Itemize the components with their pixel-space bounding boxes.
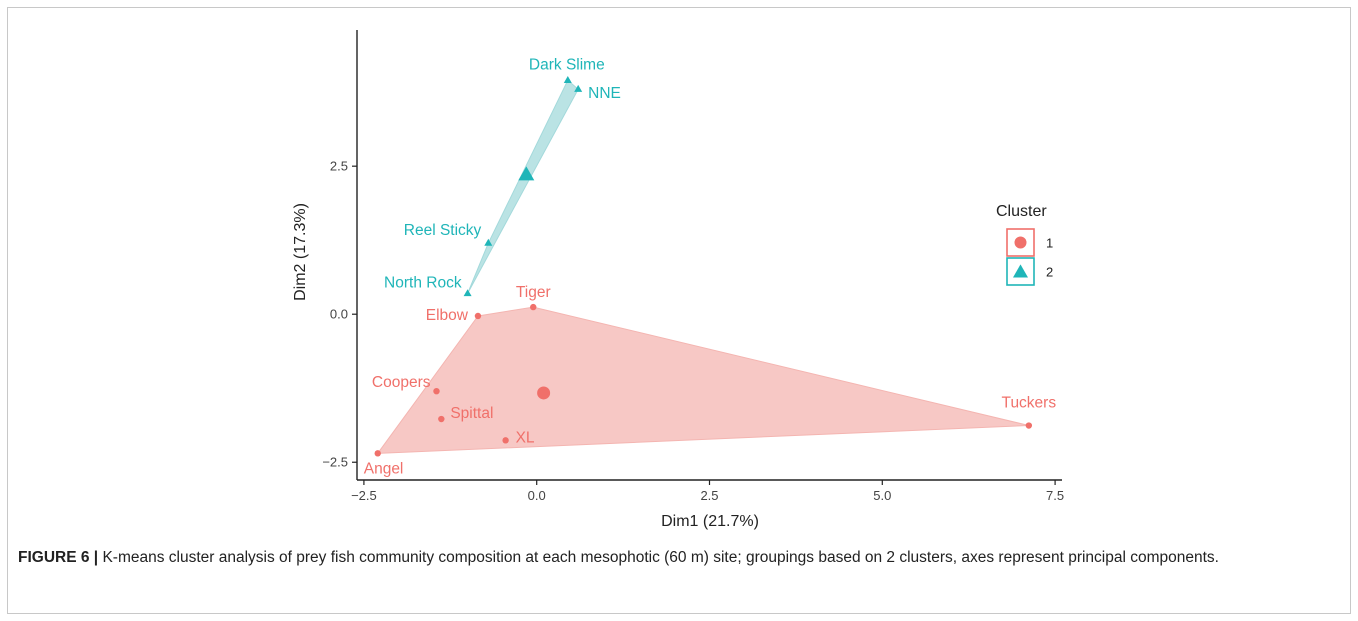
point-tiger <box>530 303 537 311</box>
y-tick-label: 0.0 <box>330 307 348 322</box>
scatter-plot: −2.5 0.0 2.5 5.0 7.5 −2.5 0.0 2.5 Tiger Elbow Coo… <box>292 30 1064 530</box>
cluster-hulls <box>376 79 1029 454</box>
point-coopers <box>433 387 440 395</box>
point-label: NNE <box>588 85 621 102</box>
point-label: Elbow <box>426 307 469 324</box>
legend-key-1 <box>1006 228 1035 257</box>
point-label: Tuckers <box>1002 395 1057 412</box>
point-xl <box>502 437 509 444</box>
x-tick-label: 7.5 <box>1046 488 1064 503</box>
y-axis-label: Dim2 (17.3%) <box>292 203 309 301</box>
point-dark-slime <box>563 76 572 83</box>
cluster-1-centroid <box>537 386 551 400</box>
legend-circle-icon <box>1014 236 1027 249</box>
x-axis-label: Dim1 (21.7%) <box>661 513 759 530</box>
point-nne <box>574 84 583 92</box>
point-reel-sticky <box>484 238 493 246</box>
point-angel <box>374 450 381 457</box>
point-spittal <box>438 415 445 423</box>
axes: −2.5 0.0 2.5 5.0 7.5 −2.5 0.0 2.5 <box>322 30 1064 503</box>
point-label: Tiger <box>516 284 551 301</box>
legend-label: 2 <box>1046 265 1053 280</box>
point-tuckers <box>1025 422 1033 429</box>
point-label: Spittal <box>450 405 493 422</box>
point-label: Coopers <box>372 374 431 391</box>
figure-caption: FIGURE 6 | K-means cluster analysis of p… <box>18 546 1338 570</box>
figure-frame <box>7 7 1351 614</box>
point-elbow <box>474 312 482 320</box>
point-label: North Rock <box>384 274 462 291</box>
legend: Cluster 1 2 <box>996 203 1053 286</box>
cluster-2-centroid <box>518 166 535 181</box>
point-north-rock <box>463 289 472 297</box>
y-tick-label: −2.5 <box>322 455 348 470</box>
figure-caption-text: K-means cluster analysis of prey fish co… <box>98 549 1219 566</box>
data-points <box>374 76 1033 457</box>
cluster-2-hull <box>467 79 579 294</box>
x-tick-label: −2.5 <box>351 488 377 503</box>
legend-title: Cluster <box>996 203 1047 220</box>
legend-triangle-icon <box>1013 264 1028 278</box>
point-label: Reel Sticky <box>404 222 482 239</box>
x-tick-label: 0.0 <box>528 488 546 503</box>
point-label: Dark Slime <box>529 56 605 73</box>
point-label: XL <box>516 429 535 446</box>
x-tick-label: 2.5 <box>700 488 718 503</box>
point-labels: Tiger Elbow Coopers Spittal XL Angel Tuckers Da… <box>364 56 1057 477</box>
y-tick-label: 2.5 <box>330 159 348 174</box>
point-label: Angel <box>364 460 404 477</box>
cluster-1-hull <box>376 306 1029 454</box>
x-tick-label: 5.0 <box>873 488 891 503</box>
figure-label: FIGURE 6 | <box>18 549 99 566</box>
legend-label: 1 <box>1046 236 1053 251</box>
